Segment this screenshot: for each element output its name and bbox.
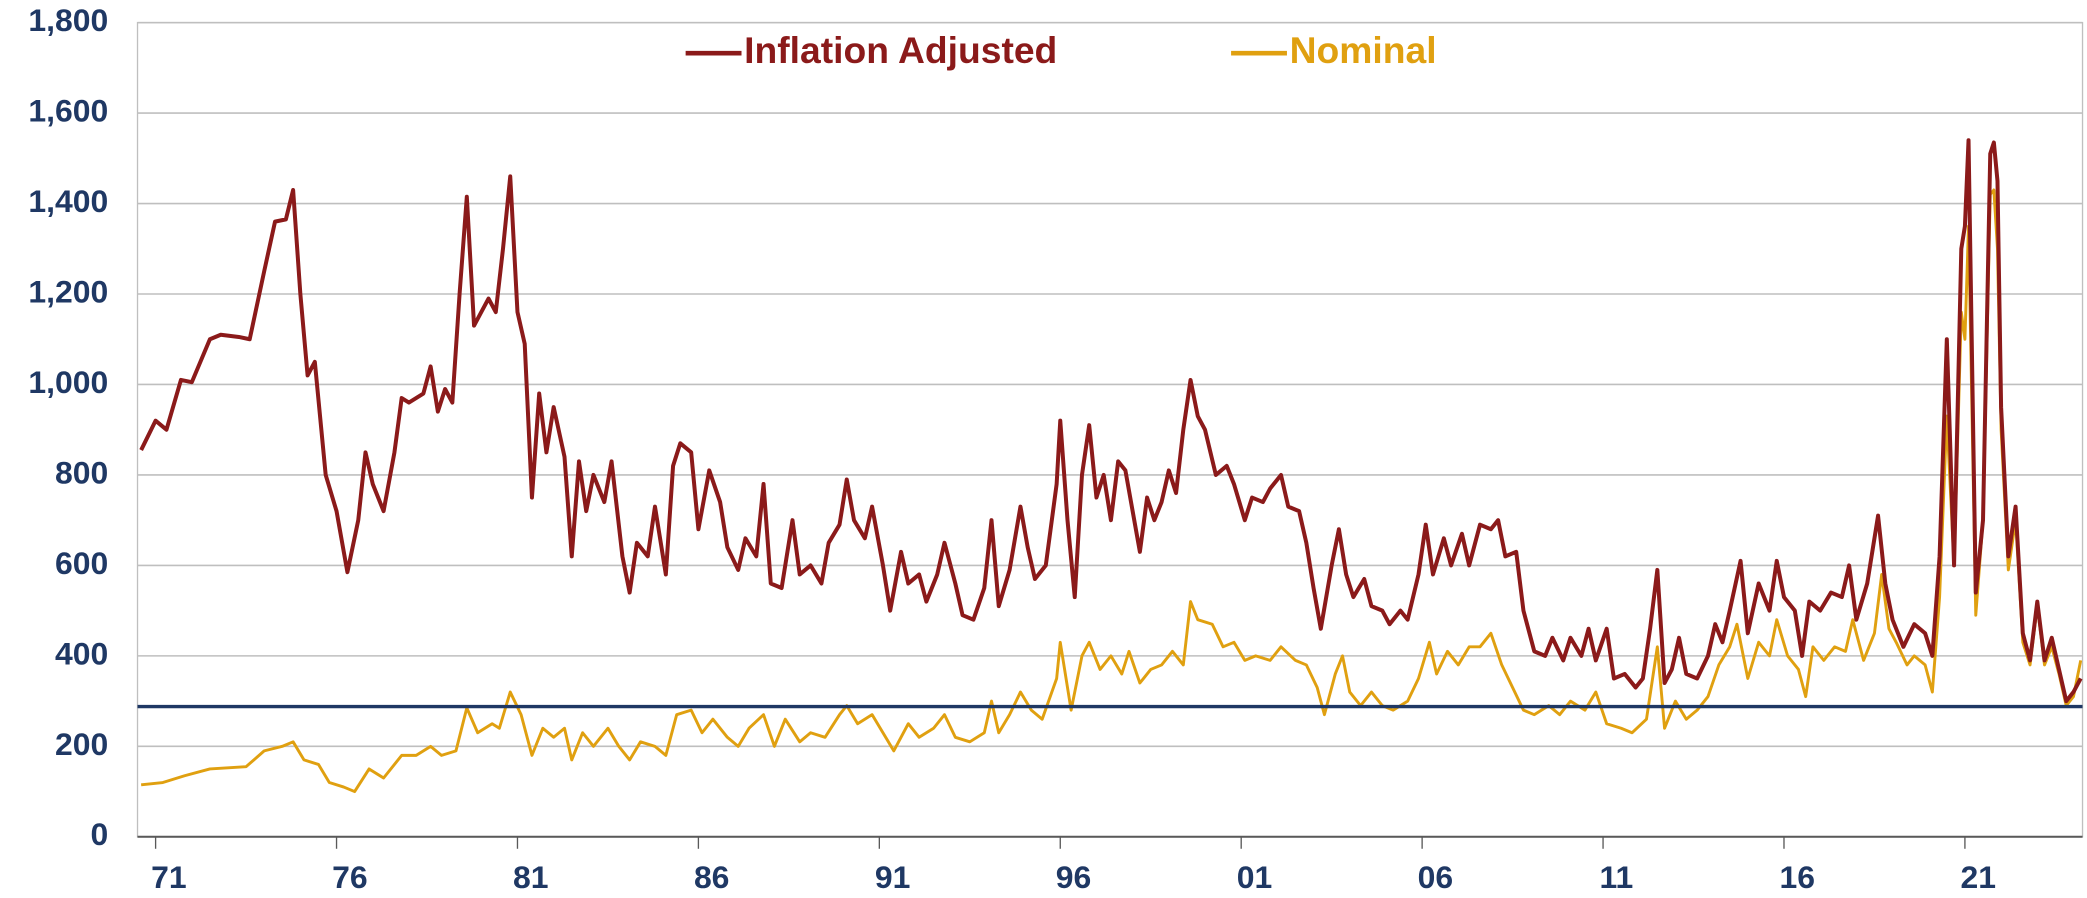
y-tick-label: 1,400 <box>28 183 108 219</box>
y-tick-label: 1,800 <box>28 2 108 38</box>
x-tick-label: 11 <box>1599 859 1633 895</box>
y-tick-label: 1,000 <box>28 364 108 400</box>
y-tick-label: 1,200 <box>28 273 108 309</box>
x-tick-label: 91 <box>875 859 911 895</box>
legend-label: Inflation Adjusted <box>744 29 1057 71</box>
x-tick-label: 01 <box>1237 859 1273 895</box>
x-tick-label: 76 <box>332 859 368 895</box>
y-tick-label: 800 <box>55 454 108 490</box>
y-tick-label: 400 <box>55 635 108 671</box>
y-tick-label: 600 <box>55 545 108 581</box>
y-tick-label: 1,600 <box>28 93 108 129</box>
y-tick-label: 0 <box>90 816 108 852</box>
data-line <box>139 138 2083 704</box>
data-line <box>140 188 2083 794</box>
x-tick-label: 06 <box>1418 859 1454 895</box>
x-tick-label: 96 <box>1056 859 1092 895</box>
x-tick-label: 81 <box>513 859 549 895</box>
x-tick-label: 71 <box>151 859 187 895</box>
x-tick-label: 86 <box>694 859 730 895</box>
legend-label: Nominal <box>1290 29 1437 71</box>
x-tick-label: 21 <box>1960 859 1996 895</box>
plot-area <box>136 21 2084 838</box>
x-tick-label: 16 <box>1780 859 1816 895</box>
y-tick-label: 200 <box>55 726 108 762</box>
